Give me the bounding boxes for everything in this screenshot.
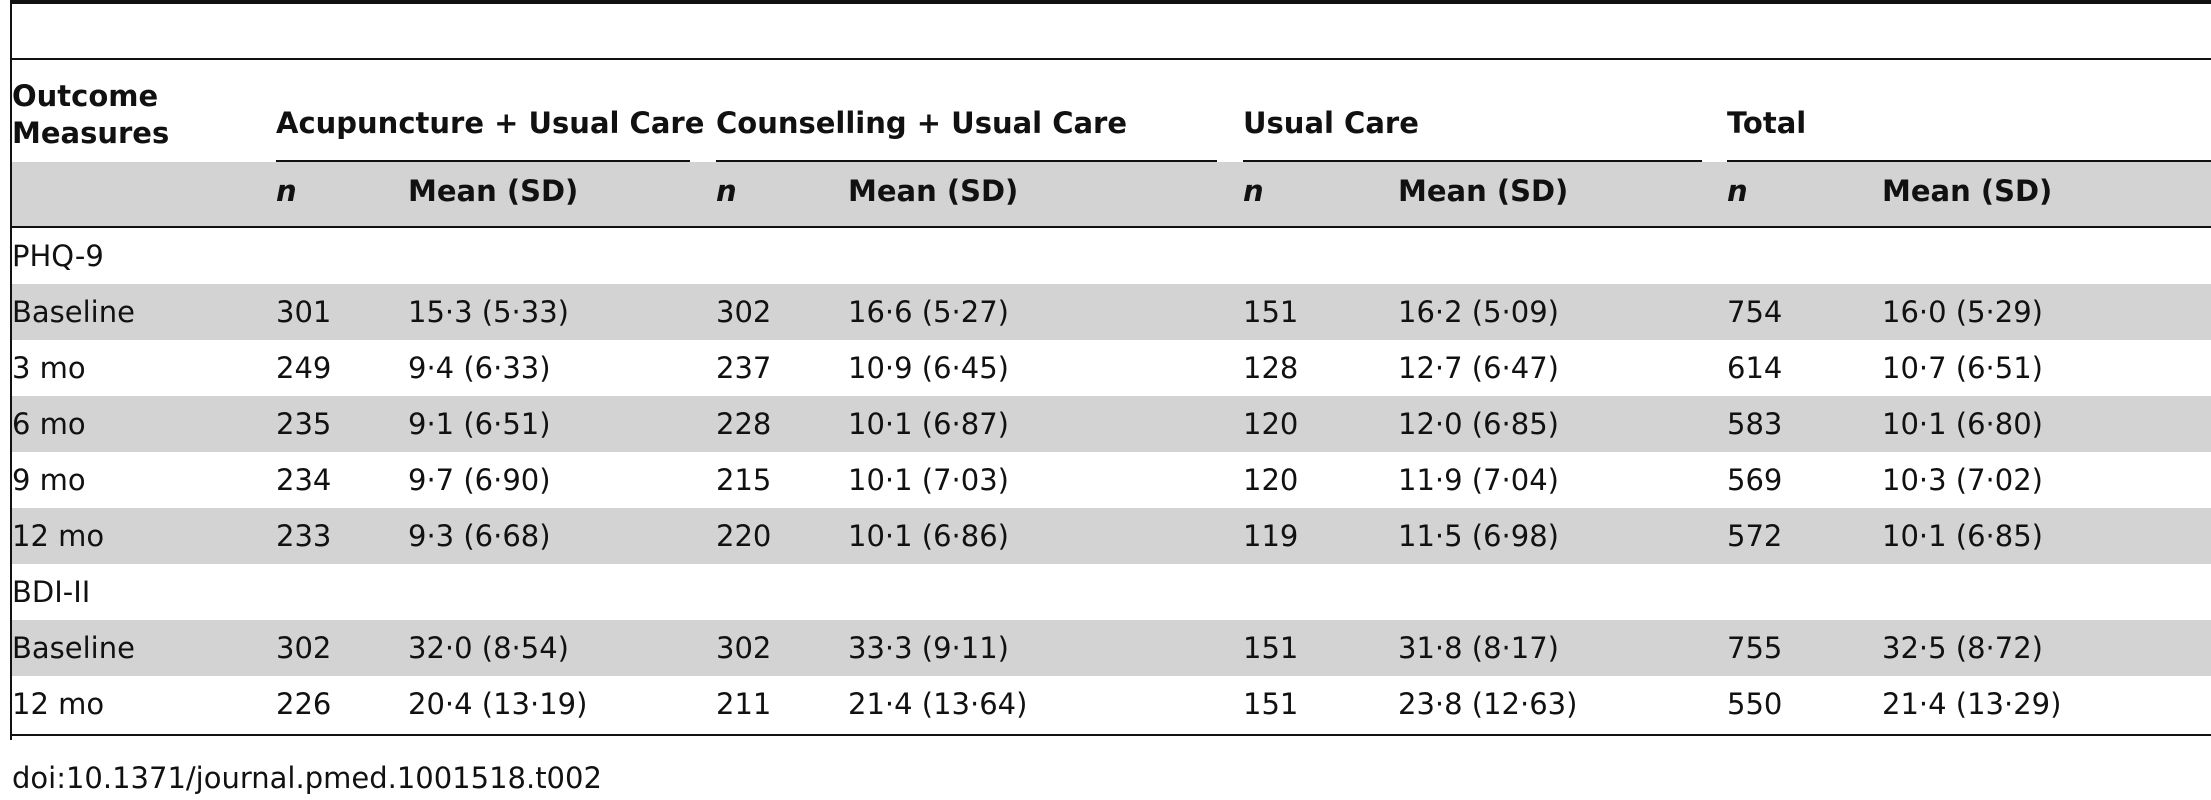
row-band (12, 284, 2211, 340)
mean-sd-header: Mean (SD) (1398, 174, 1569, 208)
group-header-usual-care: Usual Care (1243, 106, 1419, 140)
table-cell: 32·5 (8·72) (1882, 631, 2043, 665)
mean-sd-header: Mean (SD) (408, 174, 579, 208)
table-bottom-rule (12, 734, 2211, 736)
table-cell: 302 (276, 631, 332, 665)
table-cell: 15·3 (5·33) (408, 295, 569, 329)
group-underline-acupuncture (276, 160, 690, 162)
table-cell: 249 (276, 351, 332, 385)
n-header: n (1243, 174, 1264, 208)
table-cell: 31·8 (8·17) (1398, 631, 1559, 665)
table-cell: 228 (716, 407, 772, 441)
table-cell: 128 (1243, 351, 1299, 385)
table-cell: 10·7 (6·51) (1882, 351, 2043, 385)
group-header-acupuncture: Acupuncture + Usual Care (276, 106, 705, 140)
section-title: BDI-II (12, 575, 91, 609)
table-cell: 10·1 (7·03) (848, 463, 1009, 497)
row-label: 12 mo (12, 687, 105, 721)
table-cell: 16·0 (5·29) (1882, 295, 2043, 329)
row-band (12, 508, 2211, 564)
table-cell: 10·1 (6·86) (848, 519, 1009, 553)
table-cell: 9·3 (6·68) (408, 519, 551, 553)
left-border (10, 0, 12, 740)
table-cell: 21·4 (13·64) (848, 687, 1028, 721)
table-cell: 16·6 (5·27) (848, 295, 1009, 329)
doi-link[interactable]: doi:10.1371/journal.pmed.1001518.t002 (12, 761, 602, 795)
table-cell: 235 (276, 407, 332, 441)
n-header: n (276, 174, 297, 208)
subheader-bottom-rule (12, 226, 2211, 228)
table-cell: 12·0 (6·85) (1398, 407, 1559, 441)
table-cell: 211 (716, 687, 772, 721)
table-cell: 9·7 (6·90) (408, 463, 551, 497)
group-header-total: Total (1727, 106, 1807, 140)
row-label: Baseline (12, 295, 135, 329)
table-cell: 755 (1727, 631, 1783, 665)
table-cell: 10·9 (6·45) (848, 351, 1009, 385)
table-cell: 9·1 (6·51) (408, 407, 551, 441)
table-cell: 151 (1243, 687, 1299, 721)
table-cell: 220 (716, 519, 772, 553)
n-header: n (1727, 174, 1748, 208)
table-cell: 11·9 (7·04) (1398, 463, 1559, 497)
table-cell: 10·3 (7·02) (1882, 463, 2043, 497)
top-border (10, 0, 2211, 4)
table-cell: 233 (276, 519, 332, 553)
table-cell: 583 (1727, 407, 1783, 441)
outcome-header-line2: Measures (12, 116, 170, 150)
subheader-band (12, 162, 2211, 228)
header-top-rule (12, 58, 2211, 60)
group-underline-total (1727, 160, 2211, 162)
row-label: Baseline (12, 631, 135, 665)
table-cell: 11·5 (6·98) (1398, 519, 1559, 553)
outcome-header-line1: Outcome (12, 79, 159, 113)
table-cell: 33·3 (9·11) (848, 631, 1009, 665)
table-cell: 302 (716, 295, 772, 329)
section-title: PHQ-9 (12, 239, 104, 273)
table-cell: 614 (1727, 351, 1783, 385)
row-band (12, 396, 2211, 452)
table-cell: 10·1 (6·85) (1882, 519, 2043, 553)
table-cell: 302 (716, 631, 772, 665)
group-underline-counselling (716, 160, 1217, 162)
table-cell: 301 (276, 295, 332, 329)
table-cell: 32·0 (8·54) (408, 631, 569, 665)
table-cell: 12·7 (6·47) (1398, 351, 1559, 385)
table-cell: 119 (1243, 519, 1299, 553)
row-label: 9 mo (12, 463, 86, 497)
group-underline-usual-care (1243, 160, 1702, 162)
table-cell: 550 (1727, 687, 1783, 721)
table-cell: 21·4 (13·29) (1882, 687, 2062, 721)
table-cell: 120 (1243, 407, 1299, 441)
table-cell: 9·4 (6·33) (408, 351, 551, 385)
row-label: 6 mo (12, 407, 86, 441)
table-cell: 16·2 (5·09) (1398, 295, 1559, 329)
table-cell: 754 (1727, 295, 1783, 329)
table-cell: 569 (1727, 463, 1783, 497)
table-cell: 10·1 (6·80) (1882, 407, 2043, 441)
table-cell: 20·4 (13·19) (408, 687, 588, 721)
row-band (12, 620, 2211, 676)
mean-sd-header: Mean (SD) (1882, 174, 2053, 208)
table-cell: 226 (276, 687, 332, 721)
table-cell: 10·1 (6·87) (848, 407, 1009, 441)
table-cell: 120 (1243, 463, 1299, 497)
table-cell: 572 (1727, 519, 1783, 553)
n-header: n (716, 174, 737, 208)
table-cell: 151 (1243, 631, 1299, 665)
table-cell: 23·8 (12·63) (1398, 687, 1578, 721)
table-cell: 237 (716, 351, 772, 385)
row-label: 12 mo (12, 519, 105, 553)
table-cell: 151 (1243, 295, 1299, 329)
mean-sd-header: Mean (SD) (848, 174, 1019, 208)
group-header-counselling: Counselling + Usual Care (716, 106, 1128, 140)
table-cell: 215 (716, 463, 772, 497)
row-label: 3 mo (12, 351, 86, 385)
table-cell: 234 (276, 463, 332, 497)
